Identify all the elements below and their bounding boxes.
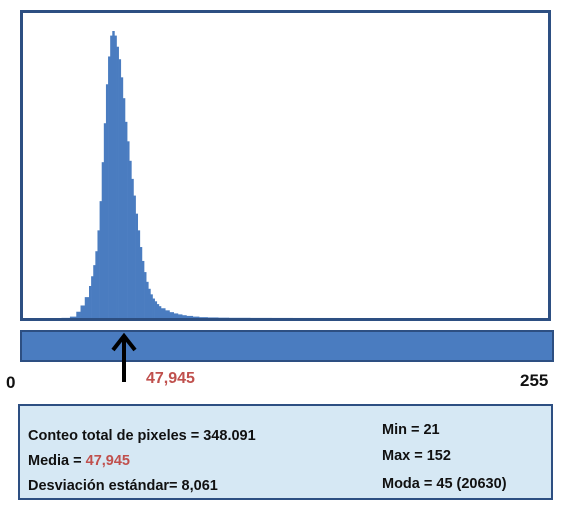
std-dev-stat: Desviación estándar= 8,061: [28, 478, 218, 494]
axis-max-label: 255: [520, 371, 549, 390]
histogram-bar: [158, 306, 162, 318]
mean-stat: Media = 47,945: [28, 453, 130, 469]
total-pixels-stat: Conteo total de pixeles = 348.091: [28, 428, 256, 444]
histogram-bar: [199, 317, 208, 318]
histogram-bar: [186, 315, 194, 318]
mean-arrow-icon: [111, 332, 137, 382]
histogram-bar: [131, 178, 134, 318]
histogram-bar: [116, 46, 119, 318]
histogram-bar: [137, 230, 141, 318]
mean-stat-label: Media =: [28, 453, 86, 469]
histogram-bar: [95, 251, 98, 318]
histogram-bar: [154, 301, 158, 318]
histogram-bar: [165, 310, 170, 318]
histogram-plot: [61, 31, 341, 318]
histogram-frame: [20, 10, 551, 321]
histogram-bar: [91, 276, 94, 318]
histogram-bar: [89, 286, 92, 318]
histogram-bar: [97, 230, 100, 318]
histogram-bar: [144, 272, 147, 318]
mean-stat-value: 47,945: [85, 453, 130, 469]
histogram-bar: [192, 316, 200, 318]
histogram-bar: [207, 317, 219, 318]
histogram-bar: [150, 294, 153, 318]
stats-panel: Conteo total de pixeles = 348.091 Media …: [18, 404, 553, 500]
histogram-bar: [169, 312, 175, 318]
intensity-bar: [20, 330, 554, 362]
histogram-bar: [161, 308, 166, 318]
histogram-bar: [110, 35, 113, 318]
histogram-bar: [114, 35, 117, 318]
histogram-bar: [108, 56, 111, 318]
histogram-bar: [177, 314, 183, 318]
histogram-bar: [105, 84, 109, 318]
histogram-bar: [69, 316, 77, 318]
histogram-bar: [76, 311, 81, 318]
histogram-bar: [156, 304, 160, 318]
histogram-bar: [129, 160, 132, 318]
histogram-bar: [93, 265, 96, 318]
histogram-bar: [152, 298, 155, 318]
histogram-bar: [141, 260, 145, 318]
histogram-bar: [122, 98, 126, 318]
histogram-bar: [99, 201, 103, 318]
histogram-bar: [103, 123, 107, 318]
min-stat: Min = 21: [382, 422, 440, 438]
histogram-bar: [101, 162, 105, 318]
histogram-bar: [182, 315, 187, 318]
histogram-bar: [112, 31, 115, 318]
histogram-bar: [148, 288, 151, 318]
histogram-bar: [133, 195, 136, 318]
histogram-bar: [125, 121, 128, 318]
histogram-bar: [118, 59, 122, 318]
histogram-bar: [146, 281, 149, 318]
histogram-bar: [120, 77, 124, 318]
histogram-bar: [173, 313, 179, 318]
mean-marker-label: 47,945: [146, 370, 195, 387]
histogram-bar: [139, 247, 143, 318]
max-stat: Max = 152: [382, 448, 451, 464]
histogram-bar: [135, 213, 139, 318]
histogram-bar: [80, 305, 86, 318]
mode-stat: Moda = 45 (20630): [382, 476, 507, 492]
axis-min-label: 0: [6, 373, 16, 392]
histogram-bar: [127, 141, 130, 318]
histogram-bar: [84, 297, 90, 318]
